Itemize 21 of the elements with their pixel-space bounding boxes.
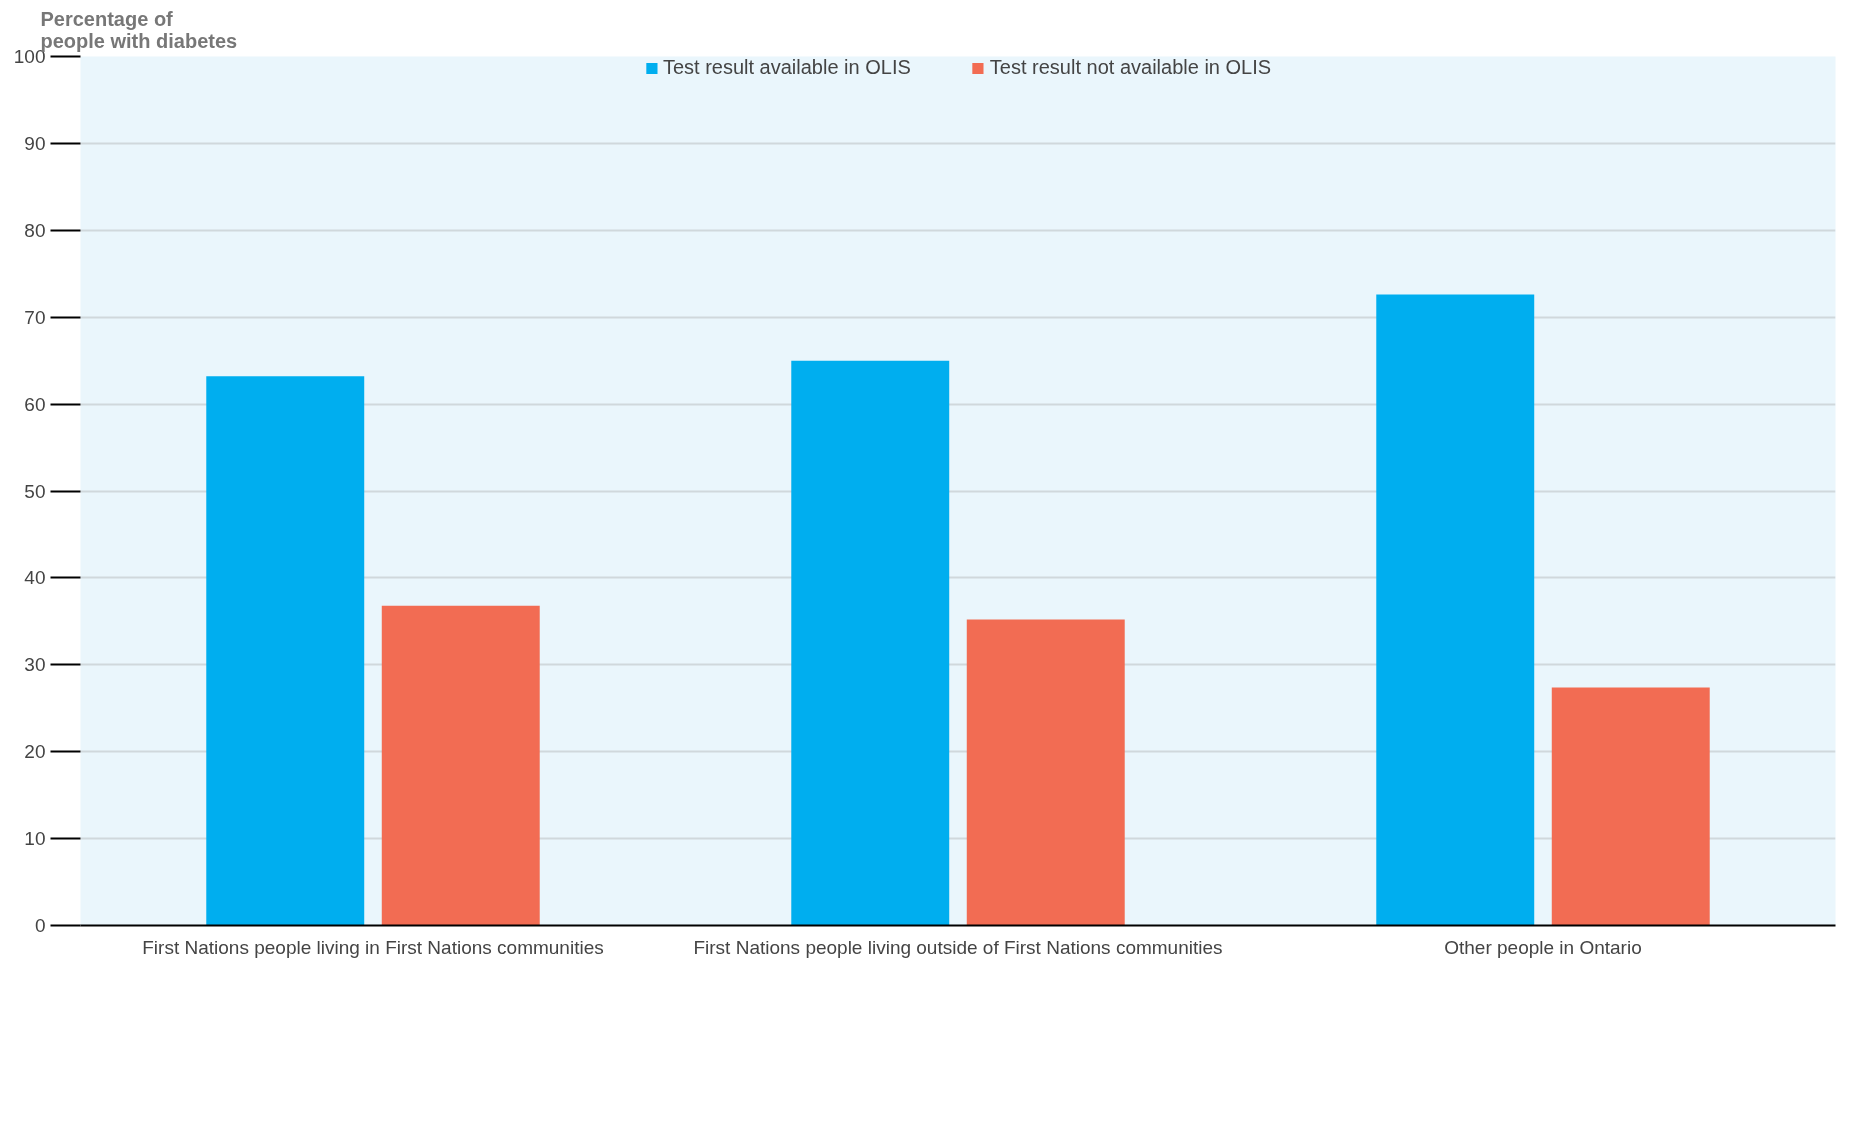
- bar: [206, 376, 365, 926]
- legend-label: Test result available in OLIS: [662, 56, 911, 79]
- y-tick-label: 60: [24, 393, 46, 415]
- x-tick-label: First Nations people living in First Nations communities: [142, 936, 604, 958]
- y-tick-label: 30: [24, 654, 46, 676]
- y-tick-label: 70: [24, 306, 46, 328]
- bar: [966, 619, 1125, 926]
- bar: [1376, 294, 1535, 926]
- bar: [1551, 687, 1710, 926]
- y-tick-label: 20: [24, 741, 46, 763]
- y-tick-label: 0: [34, 915, 46, 936]
- x-tick-label: First Nations people living outside of First Nations communities: [693, 936, 1223, 958]
- bar: [791, 360, 950, 926]
- x-tick-label: Other people in Ontario: [1444, 936, 1642, 958]
- y-tick-label: 10: [24, 828, 46, 850]
- y-tick-label: 90: [24, 132, 46, 154]
- bar: [381, 605, 540, 926]
- y-tick-label: 50: [24, 480, 46, 502]
- y-tick-label: 40: [24, 567, 46, 589]
- y-tick-label: 80: [24, 219, 46, 241]
- legend-label: Test result not available in OLIS: [989, 56, 1272, 79]
